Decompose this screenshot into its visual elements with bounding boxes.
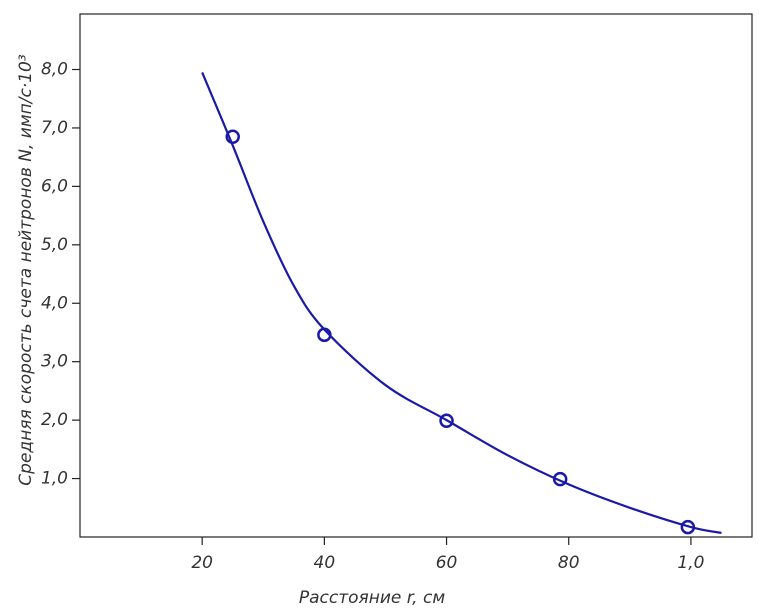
y-tick-label: 2,0 xyxy=(41,410,68,430)
fit-curve xyxy=(201,72,722,534)
y-tick-label: 7,0 xyxy=(41,118,68,138)
data-point xyxy=(439,413,454,428)
y-tick-label: 4,0 xyxy=(41,293,68,313)
x-tick-label: 80 xyxy=(558,553,580,573)
plot-frame xyxy=(79,13,753,538)
x-tick-label: 40 xyxy=(314,553,336,573)
x-tick-label: 60 xyxy=(436,553,458,573)
x-axis-title: Расстояние r, см xyxy=(299,588,446,608)
y-tick-label: 1,0 xyxy=(41,469,68,489)
y-tick-label: 8,0 xyxy=(41,60,68,80)
y-tick-label: 6,0 xyxy=(41,176,68,196)
x-tick-label: 1,0 xyxy=(677,553,704,573)
y-tick-label: 5,0 xyxy=(41,235,68,255)
y-tick-label: 3,0 xyxy=(41,352,68,372)
x-tick-label: 20 xyxy=(191,553,213,573)
y-axis-title: Средняя скорость счета нейтронов N, имп/… xyxy=(16,54,36,486)
